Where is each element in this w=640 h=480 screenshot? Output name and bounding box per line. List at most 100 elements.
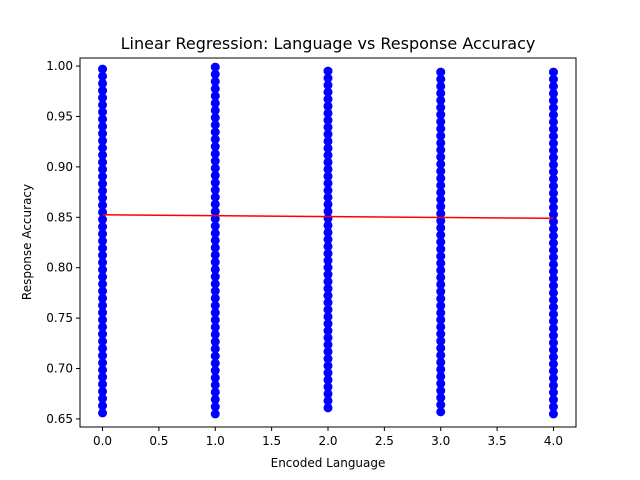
regression-line bbox=[102, 214, 554, 220]
scatter-point bbox=[436, 400, 446, 410]
scatter-point bbox=[210, 337, 220, 347]
scatter-point bbox=[98, 222, 108, 232]
scatter-point bbox=[98, 129, 108, 139]
scatter-point bbox=[210, 293, 220, 303]
scatter-point bbox=[210, 185, 220, 195]
scatter-point bbox=[436, 131, 446, 141]
scatter-point bbox=[210, 286, 220, 296]
scatter-point bbox=[98, 394, 108, 404]
scatter-point bbox=[323, 87, 333, 97]
y-axis-label: Response Accuracy bbox=[20, 184, 34, 300]
scatter-point bbox=[323, 298, 333, 308]
scatter-point bbox=[323, 361, 333, 371]
scatter-point bbox=[548, 316, 558, 326]
scatter-point bbox=[323, 234, 333, 244]
scatter-point bbox=[436, 223, 446, 233]
scatter-point bbox=[98, 186, 108, 196]
scatter-point bbox=[323, 73, 333, 83]
scatter-point bbox=[210, 134, 220, 144]
scatter-point bbox=[436, 103, 446, 113]
y-tick-label: 0.75 bbox=[46, 311, 73, 325]
scatter-point bbox=[98, 200, 108, 210]
scatter-point bbox=[98, 343, 108, 353]
scatter-point bbox=[436, 287, 446, 297]
scatter-point bbox=[323, 256, 333, 266]
scatter-point bbox=[548, 388, 558, 398]
scatter-point bbox=[210, 199, 220, 209]
scatter-point bbox=[436, 393, 446, 403]
scatter-point bbox=[548, 74, 558, 84]
scatter-point bbox=[548, 103, 558, 113]
scatter-point bbox=[548, 188, 558, 198]
scatter-point bbox=[210, 170, 220, 180]
scatter-point bbox=[548, 202, 558, 212]
scatter-point bbox=[436, 244, 446, 254]
scatter-point bbox=[98, 372, 108, 382]
scatter-point bbox=[323, 403, 333, 413]
scatter-point bbox=[98, 107, 108, 117]
scatter-point bbox=[436, 159, 446, 169]
scatter-point bbox=[436, 407, 446, 417]
scatter-point bbox=[210, 272, 220, 282]
scatter-point bbox=[323, 284, 333, 294]
scatter-point bbox=[210, 387, 220, 397]
scatter-point bbox=[436, 74, 446, 84]
scatter-point bbox=[436, 209, 446, 219]
scatter-point bbox=[436, 301, 446, 311]
scatter-point bbox=[323, 101, 333, 111]
scatter-point bbox=[548, 352, 558, 362]
scatter-point bbox=[436, 322, 446, 332]
scatter-point bbox=[436, 152, 446, 162]
scatter-point bbox=[323, 340, 333, 350]
scatter-point bbox=[210, 77, 220, 87]
scatter-point bbox=[210, 149, 220, 159]
scatter-point bbox=[436, 308, 446, 318]
scatter-point bbox=[548, 395, 558, 405]
scatter-point bbox=[548, 88, 558, 98]
scatter-point bbox=[548, 309, 558, 319]
scatter-point bbox=[98, 408, 108, 418]
scatter-point bbox=[98, 265, 108, 275]
axes-frame bbox=[79, 57, 577, 428]
y-tick-label: 0.70 bbox=[46, 362, 73, 376]
x-tick-label: 0.5 bbox=[149, 434, 168, 448]
scatter-point bbox=[210, 156, 220, 166]
scatter-point bbox=[548, 366, 558, 376]
scatter-point bbox=[436, 138, 446, 148]
scatter-point bbox=[436, 364, 446, 374]
scatter-point bbox=[98, 64, 108, 74]
scatter-point bbox=[323, 80, 333, 90]
scatter-point bbox=[548, 217, 558, 227]
scatter-point bbox=[548, 124, 558, 134]
scatter-point bbox=[548, 231, 558, 241]
scatter-point bbox=[548, 245, 558, 255]
scatter-point bbox=[436, 379, 446, 389]
scatter-point bbox=[210, 178, 220, 188]
scatter-point bbox=[98, 114, 108, 124]
x-tick-label: 4.0 bbox=[544, 434, 563, 448]
scatter-point bbox=[323, 143, 333, 153]
scatter-point bbox=[436, 357, 446, 367]
scatter-point bbox=[98, 78, 108, 88]
scatter-point bbox=[210, 243, 220, 253]
scatter-point bbox=[548, 338, 558, 348]
scatter-point bbox=[548, 138, 558, 148]
scatter-point bbox=[98, 351, 108, 361]
scatter-point bbox=[323, 389, 333, 399]
scatter-point bbox=[436, 95, 446, 105]
scatter-point bbox=[548, 288, 558, 298]
y-tick-label: 1.00 bbox=[46, 59, 73, 73]
scatter-point bbox=[210, 373, 220, 383]
scatter-point bbox=[323, 241, 333, 251]
scatter-point bbox=[98, 121, 108, 131]
scatter-point bbox=[548, 110, 558, 120]
scatter-point bbox=[436, 145, 446, 155]
scatter-point bbox=[548, 380, 558, 390]
scatter-point bbox=[548, 181, 558, 191]
scatter-point bbox=[323, 375, 333, 385]
scatter-point bbox=[436, 216, 446, 226]
scatter-point bbox=[548, 409, 558, 419]
y-tick-label: 0.85 bbox=[46, 210, 73, 224]
scatter-point bbox=[548, 238, 558, 248]
